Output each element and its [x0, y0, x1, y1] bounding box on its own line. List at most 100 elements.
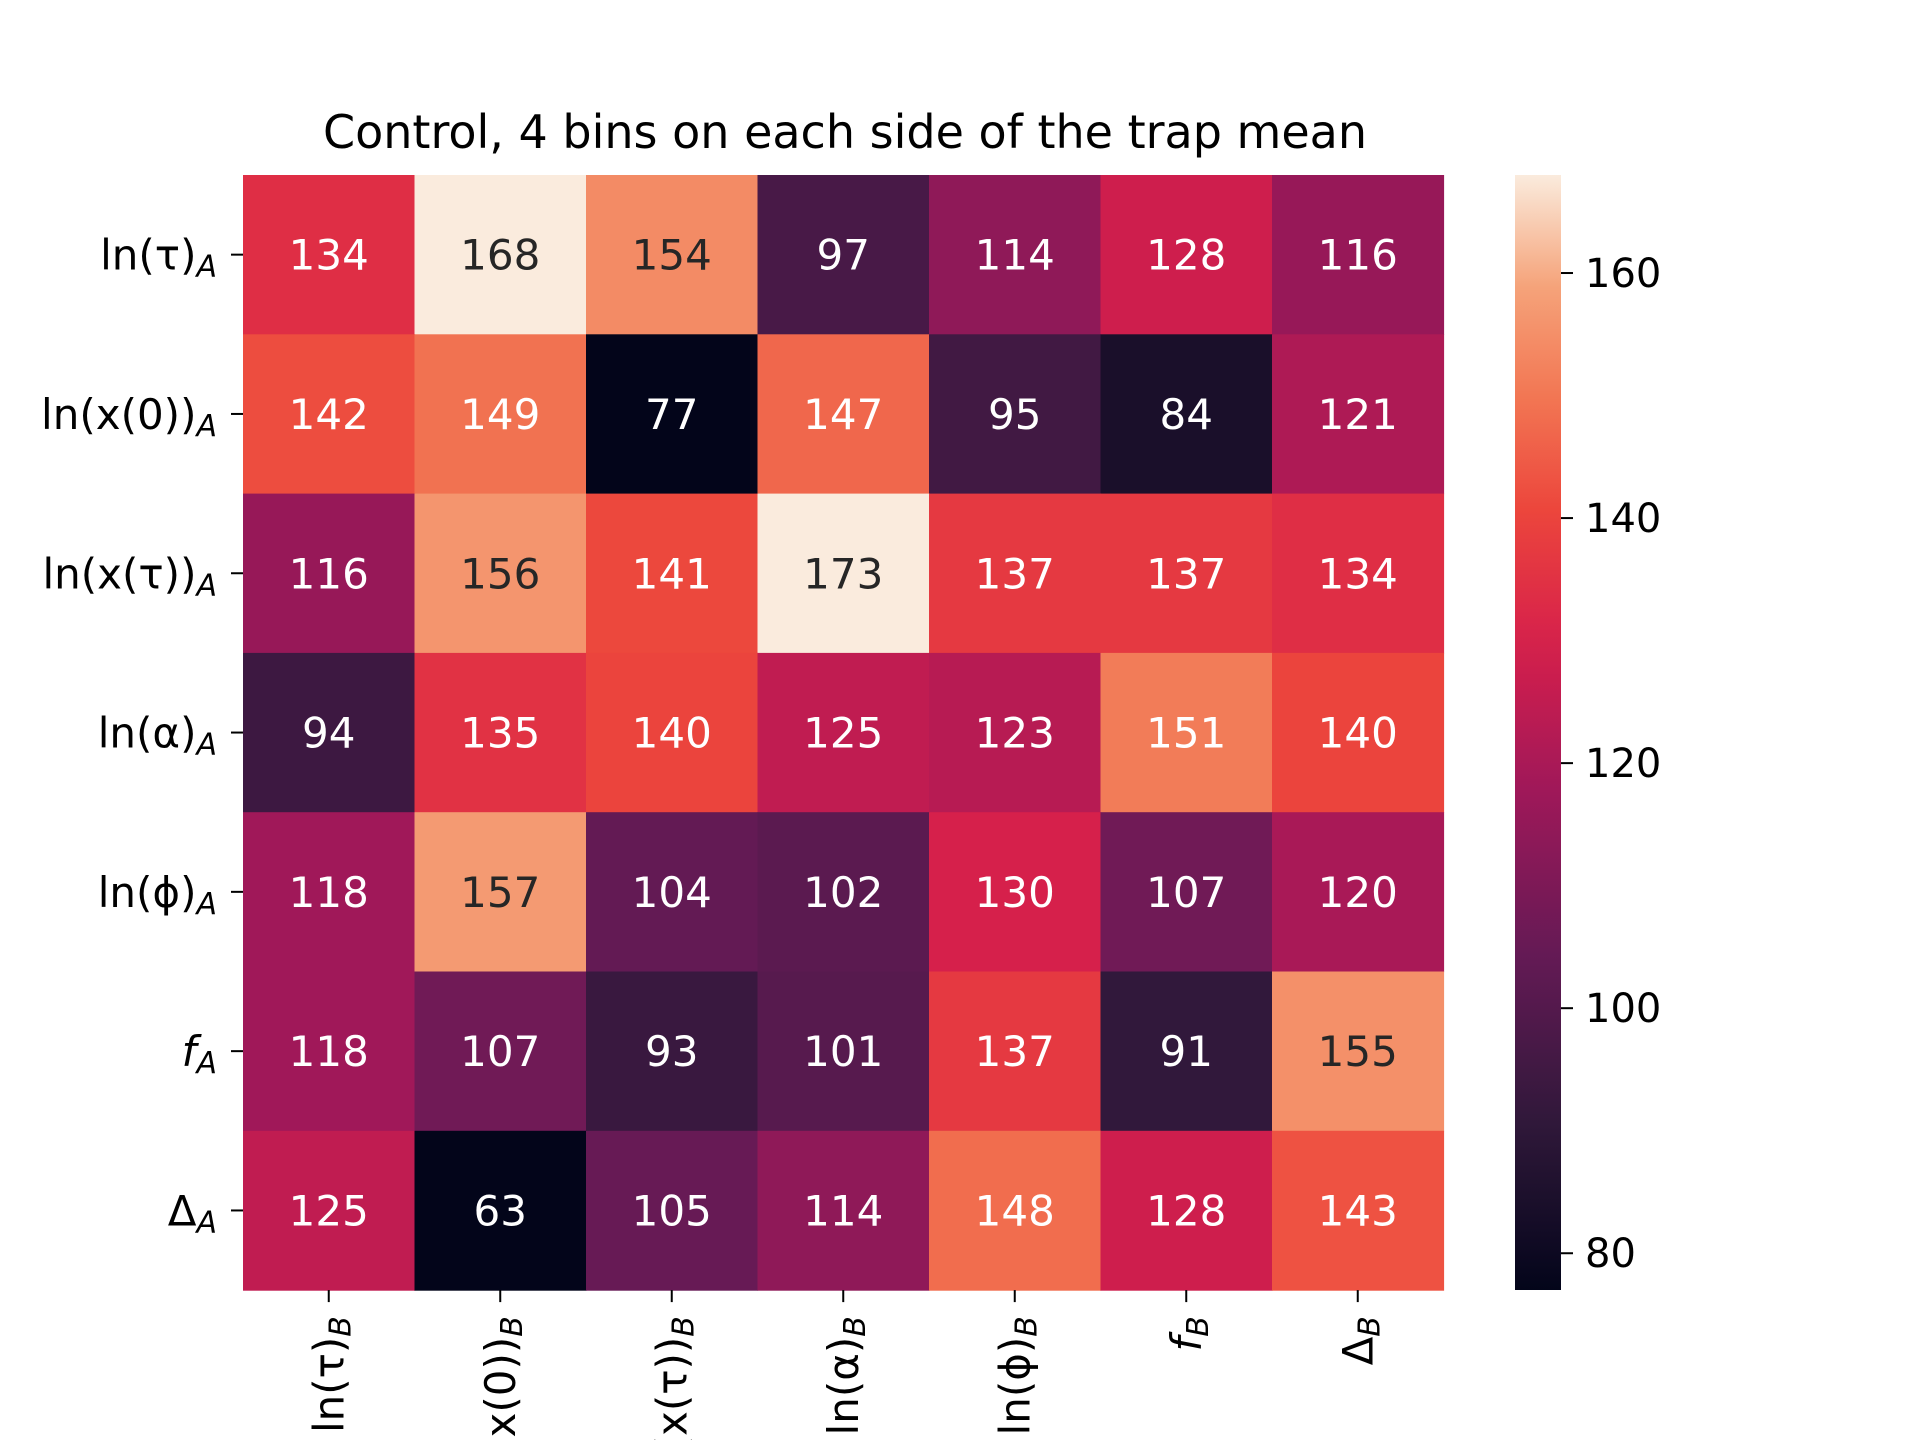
heatmap-cell [586, 971, 759, 1132]
heatmap-cell [243, 652, 416, 813]
cell-value-label: 134 [1318, 549, 1398, 598]
heatmap-cell [1272, 334, 1445, 495]
cell-value-label: 173 [803, 549, 883, 598]
heatmap-cell [757, 971, 930, 1132]
cell-value-label: 97 [817, 231, 870, 280]
cell-value-label: 157 [460, 868, 540, 917]
colorbar: 80 100 120 140 160 [1515, 175, 1661, 1290]
cell-value-label: 125 [289, 1186, 369, 1235]
y-tick-label: ln(ϕ)A [98, 868, 217, 922]
cell-value-label: 137 [1146, 549, 1226, 598]
heatmap-cell [1272, 652, 1445, 813]
x-tick-label: ln(ϕ)B [991, 1316, 1045, 1435]
cell-value-label: 120 [1318, 868, 1398, 917]
cell-value-label: 148 [975, 1186, 1055, 1235]
y-tick-label: ln(τ)A [100, 231, 217, 285]
heatmap-cell [1100, 334, 1273, 495]
heatmap-cell [1272, 971, 1445, 1132]
heatmap-cell [929, 334, 1102, 495]
cell-value-label: 63 [474, 1186, 527, 1235]
heatmap-cell [243, 493, 416, 654]
heatmap-cell [1100, 493, 1273, 654]
heatmap-cell [586, 175, 759, 335]
colorbar-tick-label: 140 [1585, 496, 1661, 542]
heatmap-cell [1272, 493, 1445, 654]
heatmap-cell [414, 812, 587, 973]
cell-value-label: 107 [1146, 868, 1226, 917]
cell-value-label: 135 [460, 709, 540, 758]
heatmap-cell [243, 812, 416, 973]
x-tick-label: ln(α)B [819, 1316, 873, 1435]
heatmap-cell [757, 1130, 930, 1291]
cell-value-label: 114 [975, 231, 1055, 280]
heatmap-cell [929, 812, 1102, 973]
heatmap-cell [586, 1130, 759, 1291]
x-tick-label: ln(x(τ))B [648, 1316, 702, 1440]
cell-value-label: 102 [803, 868, 883, 917]
heatmap-cell [1100, 1130, 1273, 1291]
cell-value-label: 94 [302, 709, 355, 758]
y-tick-label: ln(x(0))A [41, 390, 217, 444]
cell-value-label: 128 [1146, 1186, 1226, 1235]
colorbar-tick-label: 80 [1585, 1231, 1636, 1277]
cell-value-label: 116 [1318, 231, 1398, 280]
heatmap-cell [243, 1130, 416, 1291]
cell-value-label: 149 [460, 390, 540, 439]
heatmap-cell [757, 175, 930, 335]
heatmap-cell [414, 493, 587, 654]
heatmap-cell [929, 493, 1102, 654]
y-tick-label: ln(α)A [98, 709, 217, 763]
cell-value-label: 125 [803, 709, 883, 758]
cell-value-label: 123 [975, 709, 1055, 758]
heatmap-cell [929, 175, 1102, 335]
y-tick-label: ln(x(τ))A [42, 549, 217, 603]
heatmap-cell [1100, 812, 1273, 973]
cell-value-label: 140 [1318, 709, 1398, 758]
heatmap-cell [243, 334, 416, 495]
cell-value-label: 105 [632, 1186, 712, 1235]
heatmap-cell [243, 175, 416, 335]
heatmap-cell [1100, 971, 1273, 1132]
cell-value-label: 154 [632, 231, 712, 280]
cell-value-label: 156 [460, 549, 540, 598]
cell-value-label: 137 [975, 549, 1055, 598]
cell-value-label: 116 [289, 549, 369, 598]
heatmap-cell [1100, 652, 1273, 813]
x-tick-label: ln(τ)B [305, 1316, 359, 1433]
cell-value-label: 128 [1146, 231, 1226, 280]
heatmap-cell [414, 334, 587, 495]
cell-value-label: 77 [645, 390, 698, 439]
cell-value-label: 168 [460, 231, 540, 280]
cell-value-label: 118 [289, 868, 369, 917]
heatmap-cell [1272, 1130, 1445, 1291]
heatmap-cell [929, 1130, 1102, 1291]
heatmap-cell [757, 652, 930, 813]
cell-value-label: 137 [975, 1027, 1055, 1076]
heatmap-cell [586, 652, 759, 813]
heatmap-cell [414, 652, 587, 813]
chart-title: Control, 4 bins on each side of the trap… [323, 105, 1367, 159]
cell-value-label: 91 [1160, 1027, 1213, 1076]
cell-value-label: 121 [1318, 390, 1398, 439]
cell-value-label: 134 [289, 231, 369, 280]
heatmap-cell [586, 334, 759, 495]
cell-value-label: 141 [632, 549, 712, 598]
heatmap-cell [414, 175, 587, 335]
cell-value-label: 104 [632, 868, 712, 917]
x-tick-label: fB [1162, 1316, 1216, 1351]
colorbar-gradient [1515, 175, 1561, 1290]
x-tick-label: ln(x(0))B [476, 1316, 530, 1440]
cell-value-label: 147 [803, 390, 883, 439]
x-tick-label: ΔB [1334, 1316, 1388, 1365]
heatmap-cell [586, 812, 759, 973]
heatmap-cell [929, 652, 1102, 813]
cell-value-label: 142 [289, 390, 369, 439]
cell-value-label: 140 [632, 709, 712, 758]
heatmap-cell [243, 971, 416, 1132]
heatmap-cell [414, 971, 587, 1132]
cell-value-label: 151 [1146, 709, 1226, 758]
x-axis: ln(τ)B ln(x(0))B ln(x(τ))B ln(α)B ln(ϕ)B fB ΔB [305, 1290, 1388, 1440]
colorbar-tick-label: 160 [1585, 251, 1661, 297]
cell-value-label: 107 [460, 1027, 540, 1076]
